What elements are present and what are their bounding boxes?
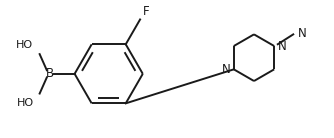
Text: B: B — [45, 67, 53, 80]
Text: N: N — [278, 39, 287, 53]
Text: HO: HO — [16, 40, 33, 50]
Text: N: N — [221, 63, 230, 76]
Text: F: F — [143, 5, 149, 18]
Text: HO: HO — [17, 98, 34, 108]
Text: N: N — [298, 27, 307, 40]
